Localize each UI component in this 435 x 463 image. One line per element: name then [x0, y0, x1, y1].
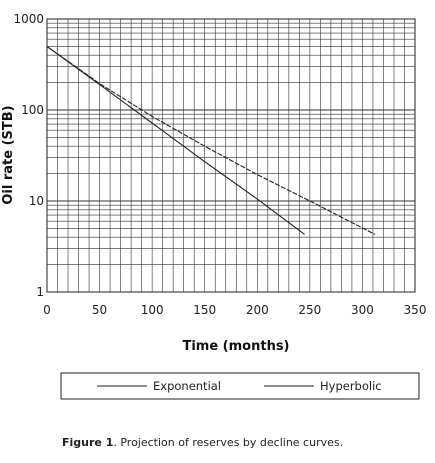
- caption-label: Figure 1: [62, 436, 114, 449]
- x-axis-title: Time (months): [182, 339, 289, 354]
- figure-caption: Figure 1. Projection of reserves by decl…: [62, 436, 343, 449]
- grid: [47, 19, 415, 292]
- y-tick-label: 10: [29, 194, 44, 208]
- x-tick-label: 200: [246, 303, 269, 317]
- x-tick-label: 300: [351, 303, 374, 317]
- x-tick-label: 250: [298, 303, 321, 317]
- series-line-hyperbolic: [46, 45, 376, 235]
- caption-text: . Projection of reserves by decline curv…: [113, 436, 344, 449]
- plot-frame: [46, 18, 416, 293]
- y-tick-label: 1000: [13, 12, 44, 26]
- y-axis-ticks: 1 10 100 1000: [13, 12, 44, 299]
- y-tick-label: 1: [36, 285, 44, 299]
- y-axis-title: Oil rate (STB): [1, 105, 16, 204]
- x-tick-label: 50: [92, 303, 107, 317]
- x-tick-label: 100: [141, 303, 164, 317]
- legend: Exponential Hyperbolic: [60, 372, 420, 400]
- x-tick-label: 350: [404, 303, 427, 317]
- legend-hyperbolic-label: Hyperbolic: [320, 379, 382, 393]
- x-tick-label: 150: [193, 303, 216, 317]
- y-tick-label: 100: [21, 103, 44, 117]
- legend-exponential-label: Exponential: [153, 379, 221, 393]
- x-tick-label: 0: [43, 303, 51, 317]
- x-axis-ticks: 0 50 100 150 200 250 300 350: [43, 303, 426, 317]
- series-lines: [46, 45, 376, 235]
- series-line-exponential: [46, 45, 305, 235]
